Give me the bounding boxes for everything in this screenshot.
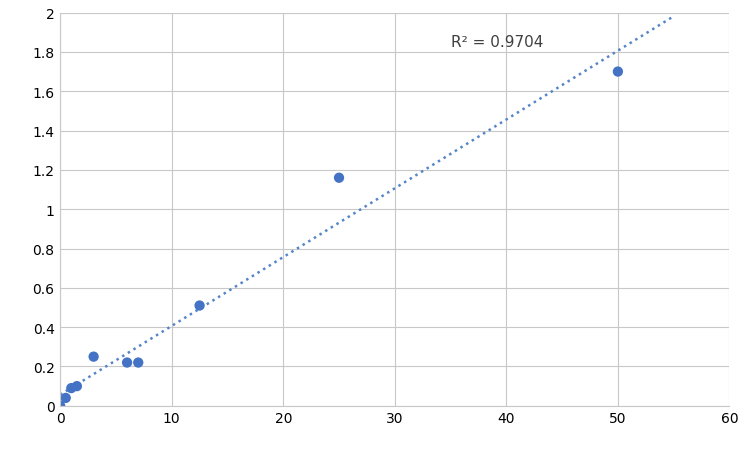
Point xyxy=(612,69,624,76)
Point xyxy=(132,359,144,366)
Point xyxy=(65,385,77,392)
Point xyxy=(71,382,83,390)
Point xyxy=(333,175,345,182)
Point xyxy=(54,402,66,410)
Text: R² = 0.9704: R² = 0.9704 xyxy=(450,35,543,50)
Point xyxy=(193,302,205,309)
Point xyxy=(121,359,133,366)
Point xyxy=(59,395,71,402)
Point xyxy=(87,353,99,360)
